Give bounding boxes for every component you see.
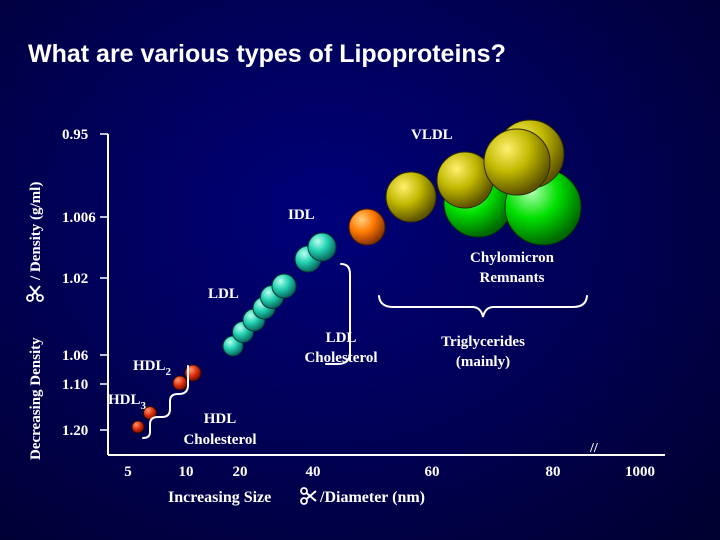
x-tick-label: 40 (306, 464, 321, 480)
x-tick-label: 10 (179, 464, 194, 480)
vldl-label: VLDL (411, 127, 453, 143)
ldl-cholesterol-label-line2: Cholesterol (304, 350, 377, 366)
hdl-cholesterol-label-line1: HDL (204, 411, 237, 427)
y-tick-label: 1.20 (62, 423, 88, 439)
y-ticks: 0.95 1.006 1.02 1.06 1.10 1.20 (62, 127, 108, 439)
x-axis-title: Increasing Size /Diameter (nm) (168, 487, 425, 506)
hdl-particles (131, 364, 202, 434)
x-axis-title-prefix: Increasing Size (168, 489, 271, 506)
hdl2-label: HDL2 (133, 358, 172, 378)
x-ticks: 5 10 20 40 60 80 1000 (124, 464, 655, 480)
hdl-particle (143, 406, 157, 420)
brackets (142, 263, 588, 439)
ldl-cholesterol-bracket (325, 263, 351, 365)
y-tick-label: 1.02 (62, 271, 88, 287)
hdl-cholesterol-label-line2: Cholesterol (183, 432, 256, 448)
idl-particles (348, 208, 386, 246)
ldl-cholesterol-label-line1: LDL (326, 330, 357, 346)
x-tick-label: 1000 (625, 464, 655, 480)
scissors-icon (300, 487, 317, 505)
x-tick-label: 20 (233, 464, 248, 480)
y-axis-title: Decreasing Density / Density (g/ml) (26, 182, 44, 460)
idl-particle (348, 208, 386, 246)
y-tick-label: 0.95 (62, 127, 88, 143)
x-axis-title-suffix: /Diameter (nm) (319, 489, 425, 506)
hdl3-label-sub: 3 (141, 400, 147, 412)
page-title: What are various types of Lipoproteins? (28, 40, 506, 68)
ldl-particle (271, 273, 297, 299)
annotations: VLDL IDL LDL HDL2 HDL3 Chylomicron Remna… (108, 127, 555, 448)
hdl-cholesterol-bracket (142, 365, 189, 439)
scissors-icon (26, 285, 44, 302)
hdl3-label: HDL3 (108, 392, 147, 412)
triglycerides-brace (378, 295, 588, 318)
y-axis-title-suffix: / Density (g/ml) (28, 182, 44, 281)
triglycerides-label-line1: Triglycerides (441, 334, 525, 350)
ldl-label: LDL (208, 286, 239, 302)
y-axis-title-prefix: Decreasing Density (28, 337, 44, 460)
idl-label: IDL (288, 207, 315, 223)
hdl2-label-main: HDL (133, 358, 166, 374)
y-tick-label: 1.06 (62, 348, 89, 364)
x-tick-label: 5 (124, 464, 132, 480)
vldl-particle (483, 128, 551, 196)
vldl-particle (385, 171, 437, 223)
hdl2-label-sub: 2 (166, 366, 172, 378)
x-axis-break-mark: // (589, 441, 599, 456)
hdl-particle (131, 420, 145, 434)
x-tick-label: 60 (425, 464, 440, 480)
y-tick-label: 1.10 (62, 377, 88, 393)
chylomicron-label-line1: Chylomicron (470, 250, 555, 266)
x-axis-break: // (589, 441, 599, 456)
chylomicron-label-line2: Remnants (479, 270, 544, 286)
y-tick-label: 1.006 (62, 210, 96, 226)
axes: // (107, 134, 665, 456)
hdl-particle (172, 375, 188, 391)
hdl3-label-main: HDL (108, 392, 141, 408)
ldl-particle (307, 232, 337, 262)
ldl-particles (222, 232, 337, 357)
triglycerides-label-line2: (mainly) (456, 354, 510, 370)
x-tick-label: 80 (546, 464, 561, 480)
vldl-particles (385, 119, 565, 223)
